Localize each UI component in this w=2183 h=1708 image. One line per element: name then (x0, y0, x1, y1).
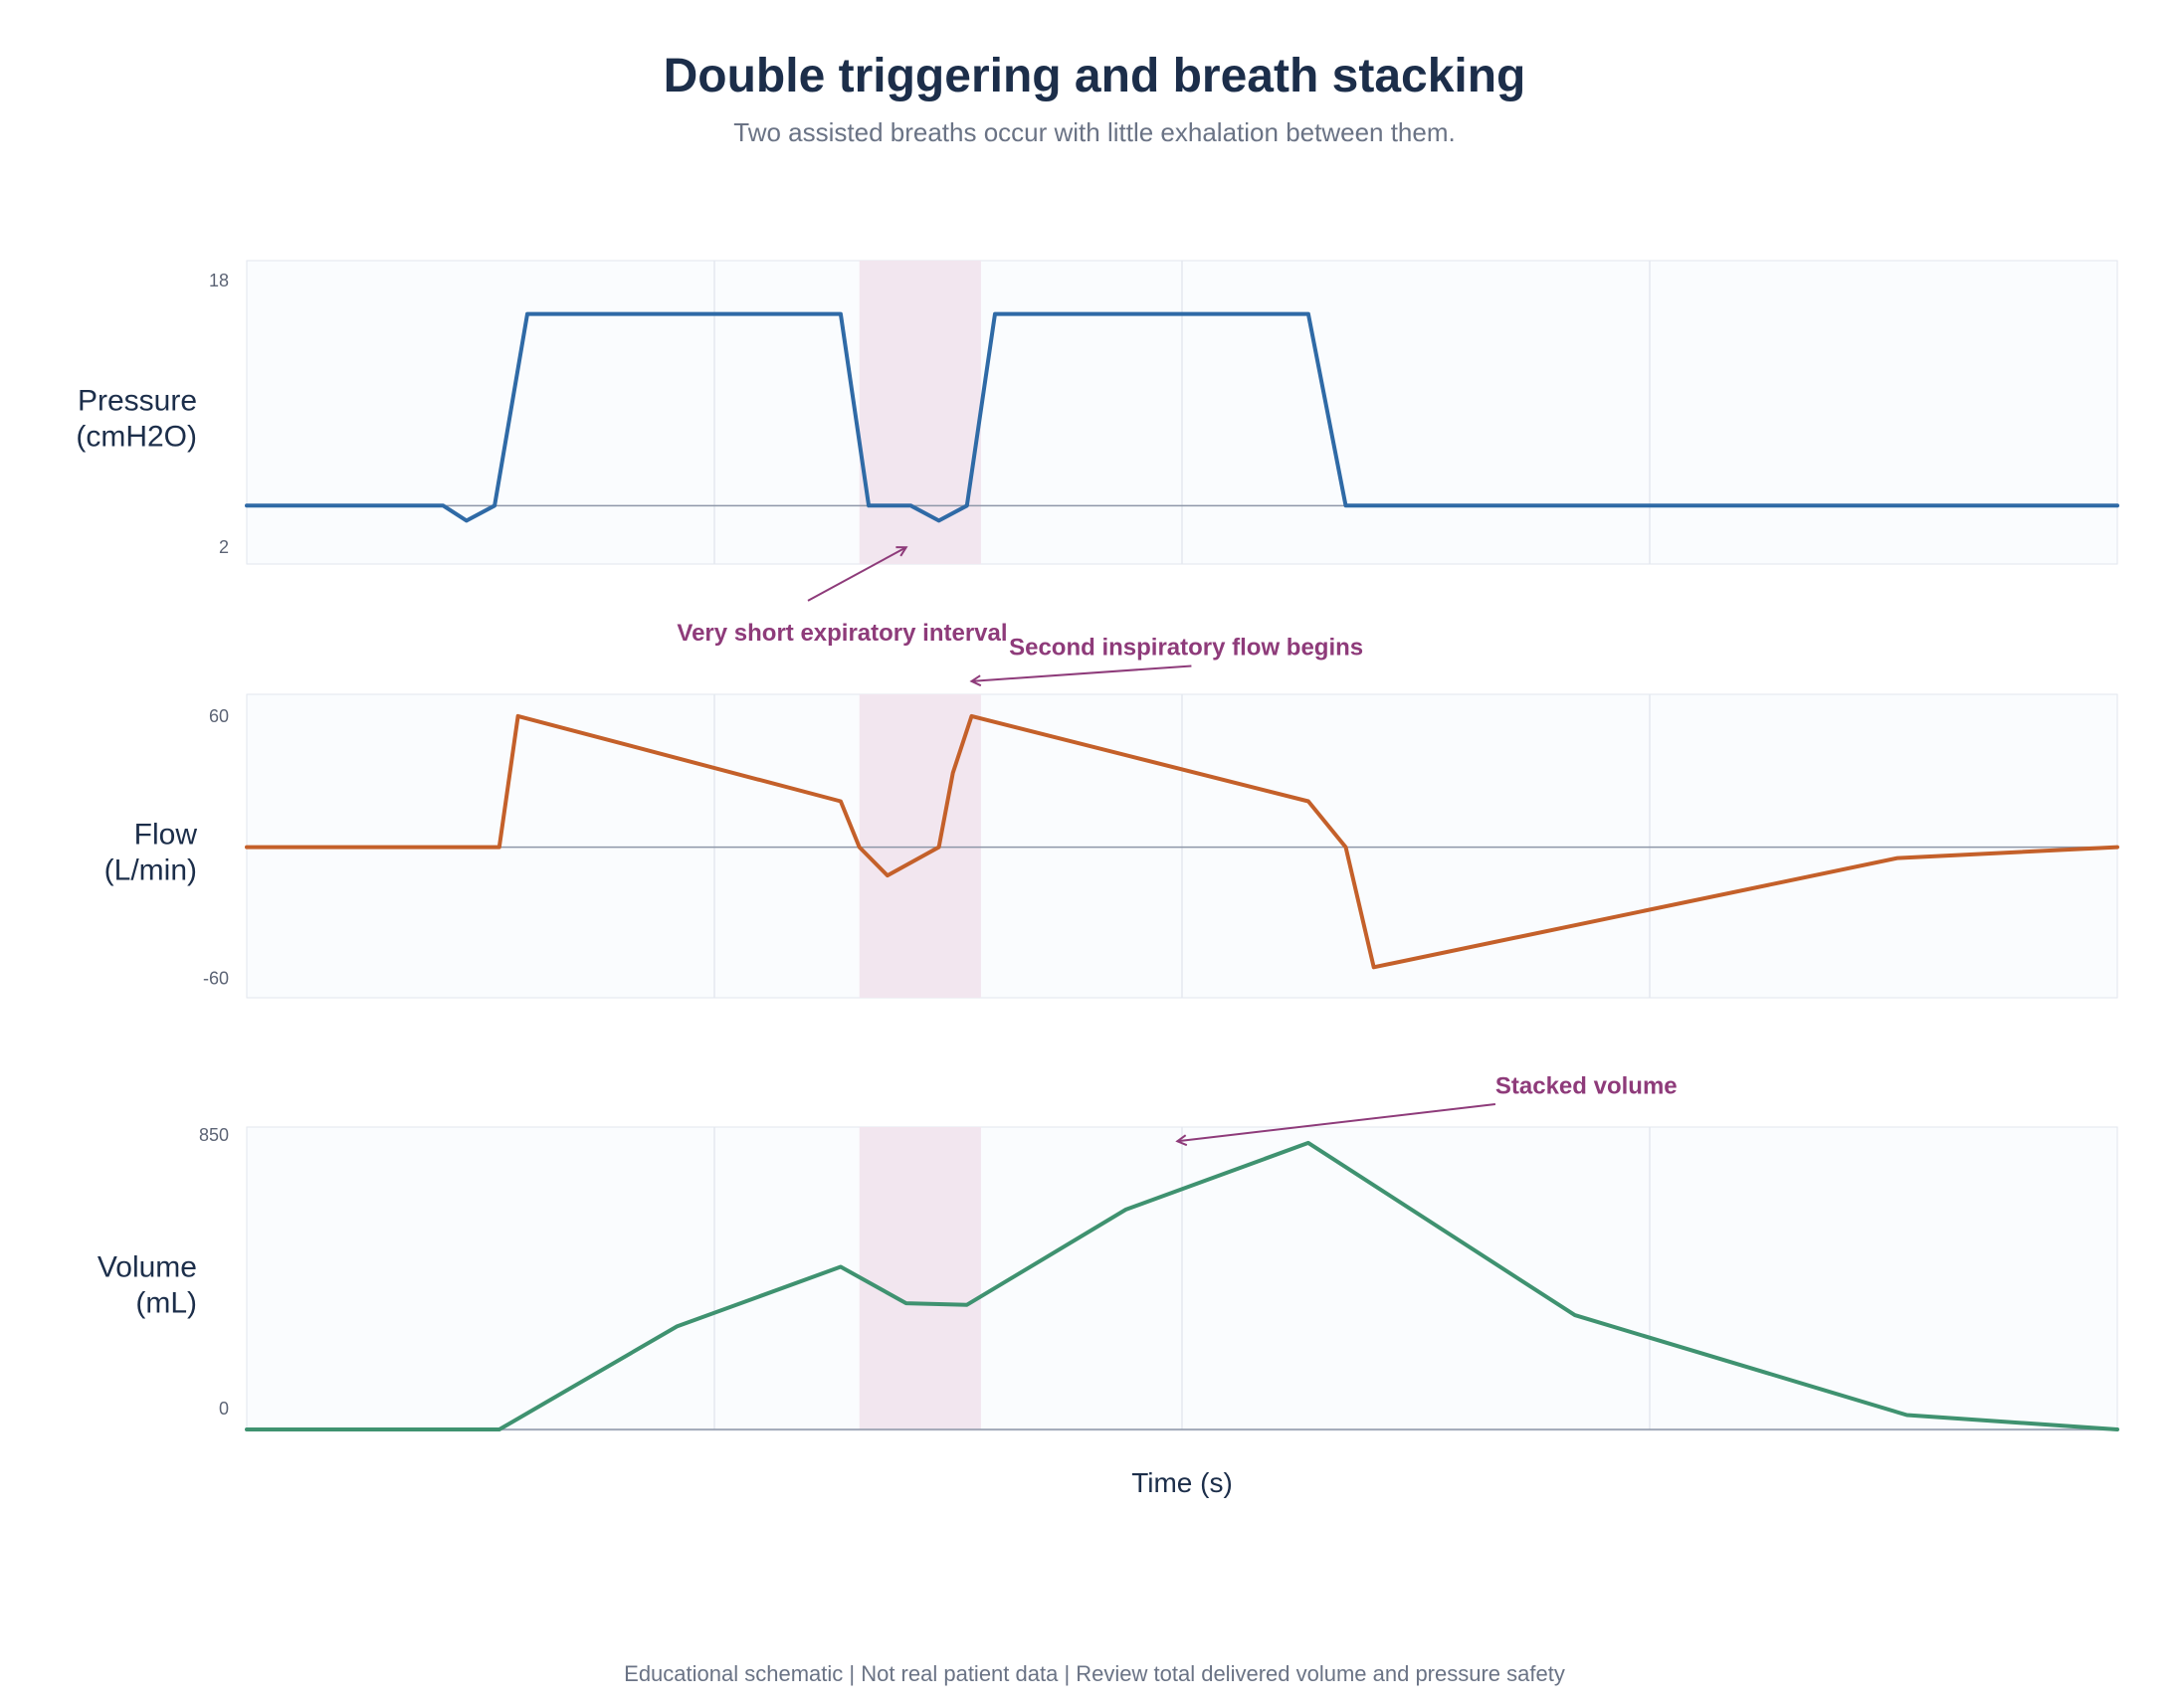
pressure-series-line (245, 311, 2119, 523)
chart-title: Double triggering and breath stacking (664, 50, 1526, 102)
annotation-1: Very short expiratory interval (677, 547, 1008, 647)
annotation-arrow (972, 664, 1192, 680)
chart-panels: 2 18 Pressure(cmH2O) -60 60 Flow(L/min) 0 850 Vo… (76, 260, 2119, 1431)
pressure-y-axis-label: Pressure (78, 385, 197, 418)
flow-y-axis-label: (L/min) (104, 854, 197, 887)
annotation-arrow (807, 547, 906, 602)
annotation-3: Stacked volume (1177, 1072, 1678, 1141)
pressure-y-axis-label: (cmH2O) (76, 421, 197, 454)
pressure-y-tick-label: 2 (219, 537, 229, 557)
volume-highlight-band (859, 1127, 981, 1430)
annotation-text: Second inspiratory flow begins (1009, 635, 1363, 662)
flow-y-tick-label: 60 (209, 706, 229, 726)
annotation-2: Second inspiratory flow begins (972, 635, 1363, 681)
pressure-y-tick-label: 18 (209, 271, 229, 290)
volume-y-tick-label: 0 (219, 1399, 229, 1419)
volume-y-tick-label: 850 (199, 1125, 229, 1145)
volume-y-axis-label: (mL) (135, 1287, 197, 1320)
chart-subtitle: Two assisted breaths occur with little e… (733, 117, 1456, 147)
pressure-highlight-band (859, 261, 981, 564)
x-axis-label: Time (s) (1131, 1467, 1233, 1498)
volume-panel: 0 850 Volume(mL) (98, 1125, 2119, 1431)
annotation-arrow (1177, 1103, 1496, 1141)
annotation-text: Very short expiratory interval (677, 620, 1007, 647)
flow-panel: -60 60 Flow(L/min) (104, 693, 2119, 999)
flow-y-tick-label: -60 (203, 968, 229, 988)
volume-series-line (245, 1140, 2119, 1431)
footer-note: Educational schematic | Not real patient… (624, 1661, 1565, 1686)
volume-y-axis-label: Volume (98, 1251, 197, 1284)
pressure-panel: 2 18 Pressure(cmH2O) (76, 260, 2119, 565)
flow-y-axis-label: Flow (134, 819, 198, 852)
annotation-text: Stacked volume (1495, 1072, 1678, 1099)
flow-series-line (245, 713, 2119, 970)
